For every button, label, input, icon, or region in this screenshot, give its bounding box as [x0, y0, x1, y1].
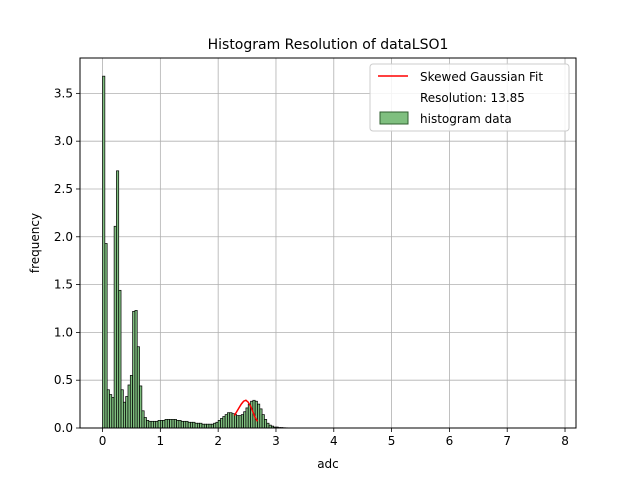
- legend-label-resolution: Resolution: 13.85: [420, 91, 525, 105]
- legend-label-fit: Skewed Gaussian Fit: [420, 70, 543, 84]
- y-tick-label: 0.5: [54, 373, 73, 387]
- x-tick-label: 8: [561, 434, 569, 448]
- x-tick-label: 6: [446, 434, 454, 448]
- y-tick-label: 3.0: [54, 134, 73, 148]
- y-tick-label: 2.5: [54, 182, 73, 196]
- y-tick-label: 3.5: [54, 86, 73, 100]
- chart-title: Histogram Resolution of dataLSO1: [208, 37, 449, 53]
- x-tick-label: 3: [272, 434, 280, 448]
- x-tick-label: 5: [388, 434, 396, 448]
- legend-label-histogram: histogram data: [420, 112, 512, 126]
- legend: Skewed Gaussian Fit Resolution: 13.85 hi…: [370, 64, 569, 131]
- x-tick-label: 1: [157, 434, 165, 448]
- x-axis-label: adc: [317, 457, 339, 471]
- x-tick-label: 7: [503, 434, 511, 448]
- x-tick-label: 0: [99, 434, 107, 448]
- x-tick-label: 2: [214, 434, 222, 448]
- y-axis-label: frequency: [28, 213, 42, 273]
- x-tick-label: 4: [330, 434, 338, 448]
- legend-histogram-swatch: [380, 112, 408, 124]
- y-tick-label: 0.0: [54, 421, 73, 435]
- y-tick-label: 1.5: [54, 278, 73, 292]
- y-tick-label: 1.0: [54, 325, 73, 339]
- y-tick-label: 2.0: [54, 230, 73, 244]
